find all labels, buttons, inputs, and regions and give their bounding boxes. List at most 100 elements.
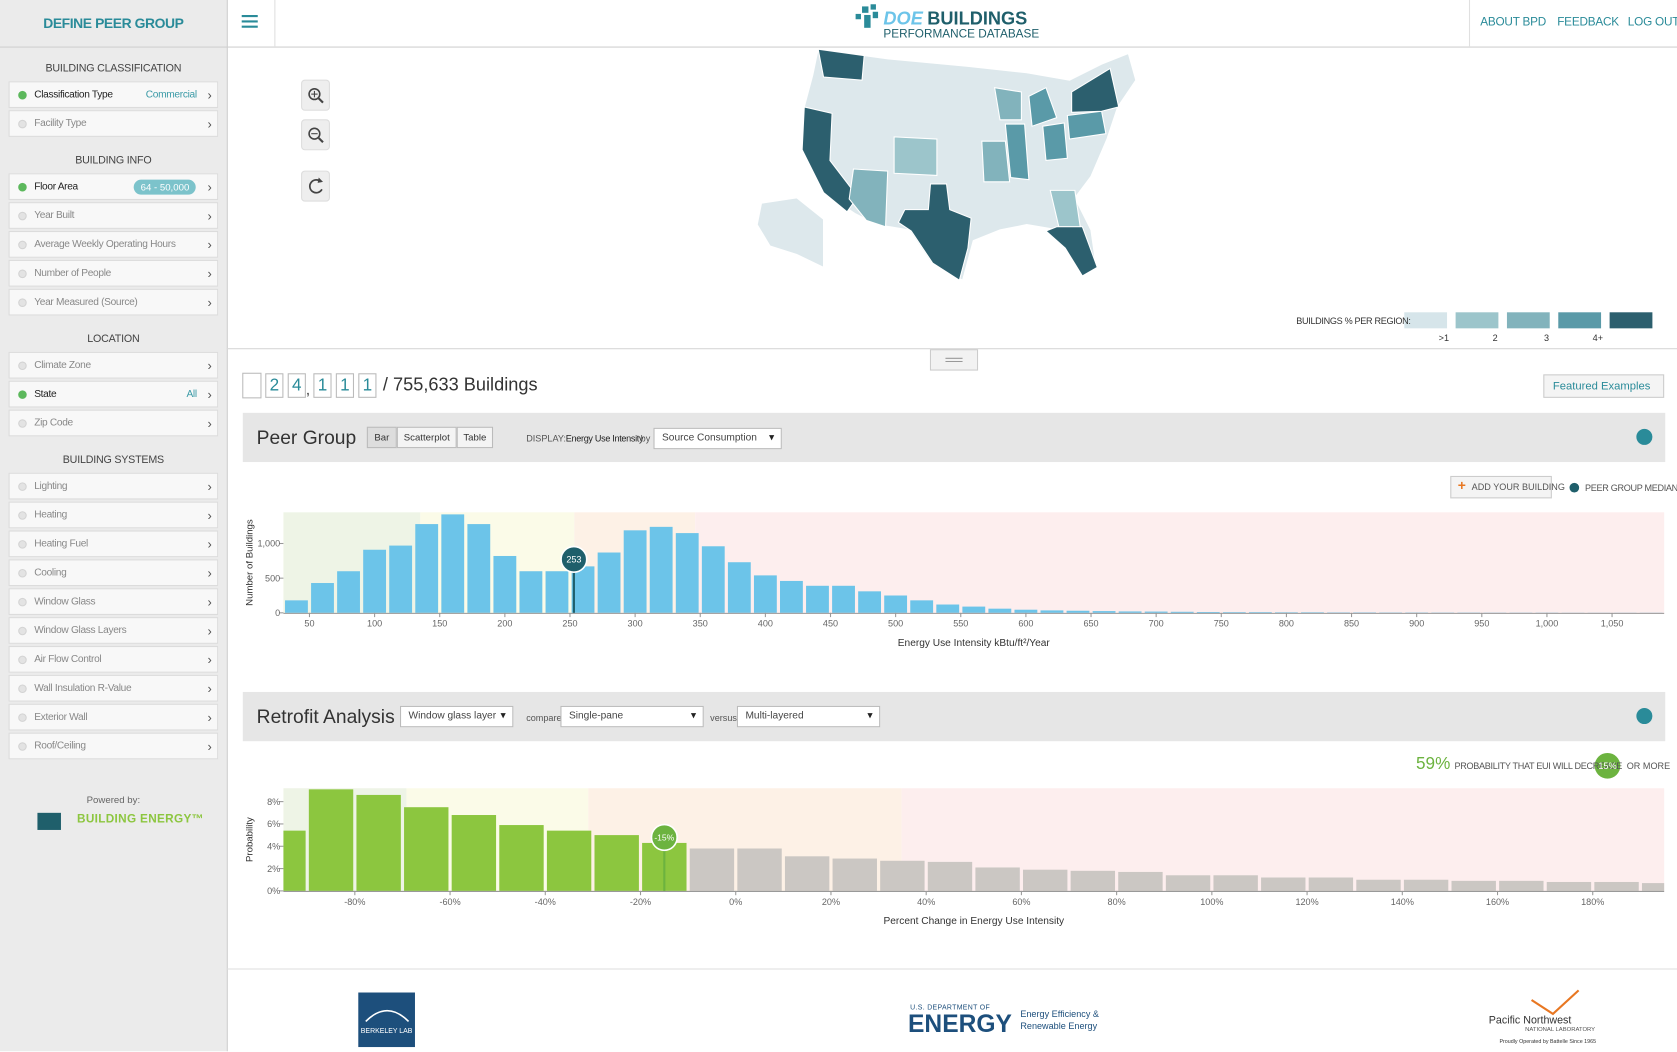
filter-item[interactable]: Floor Area 64 - 50,000 › [8,173,219,200]
berkeley-text: BERKELEY LAB [360,1027,413,1036]
state [993,87,1022,121]
filter-item[interactable]: Average Weekly Operating Hours › [8,231,219,258]
zoom-out[interactable] [301,119,330,151]
bar [363,549,387,613]
tab[interactable]: Scatterplot [396,426,457,449]
legend-label: 4+ [1593,333,1603,343]
menu-icon[interactable] [241,14,258,28]
bar [1546,881,1592,891]
filter-item[interactable]: Exterior Wall › [8,703,219,731]
y-tick-label: 1,000 [257,539,280,549]
x-tick-label: -40% [535,897,556,907]
state [1042,122,1068,162]
filter-item[interactable]: Heating Fuel › [8,530,219,558]
state [1028,86,1058,127]
chevron: › [207,208,212,224]
filter-label: Heating [34,509,68,521]
status-dot [18,511,27,520]
filter-item[interactable]: State All › [8,380,219,408]
filter-item[interactable]: Roof/Ceiling › [8,732,219,760]
bar [975,867,1020,891]
tab[interactable]: Table [456,426,494,449]
filter-item[interactable]: Lighting › [8,472,219,500]
or-more: OR MORE [1626,760,1671,772]
status-dot [18,655,27,665]
retrofit-select[interactable]: Window glass layer [399,705,514,728]
bar [1222,612,1246,613]
nav-link[interactable]: ABOUT BPD [1480,16,1547,29]
status-dot [18,240,27,250]
filter-label: Floor Area [34,180,78,193]
filter-item[interactable]: Window Glass › [8,588,219,615]
state [1004,123,1030,181]
compare-label: compare [526,712,562,723]
doe-small: U.S. DEPARTMENT OF [910,1004,991,1012]
add-building[interactable]: ADD YOUR BUILDING [1450,475,1565,499]
filter-label: State [34,388,57,400]
section-title: BUILDING INFO [75,155,152,167]
status-dot [18,361,27,371]
bar [1499,880,1544,891]
chevron: › [207,594,212,610]
median-dot [1569,482,1580,493]
bar [594,835,639,891]
status-dot [18,90,27,100]
bar [1092,611,1116,613]
filter-label: Cooling [34,566,67,579]
chevron: › [207,536,212,552]
bar [701,546,725,613]
filter-label: Facility Type [34,117,87,130]
x-tick-label: -80% [344,897,365,907]
counter-total: / 755,633 Buildings [382,374,538,395]
filter-item[interactable]: Number of People › [8,259,219,287]
reset[interactable] [301,170,330,202]
bar [832,858,877,891]
zoom-in[interactable] [301,79,330,111]
filter-item[interactable]: Wall Insulation R-Value › [8,674,219,702]
x-tick-label: 0% [729,897,742,907]
x-tick-label: 500 [888,619,903,629]
x-tick-label: 350 [693,619,708,629]
bar [308,789,354,891]
bar [927,861,973,891]
bar [1213,875,1258,891]
filter-item[interactable]: Air Flow Control › [8,645,219,673]
powered-by: Powered by: [86,794,141,806]
featured-button[interactable]: Featured Examples [1543,374,1665,398]
state [897,183,972,282]
filter-item[interactable]: Year Built › [8,202,219,229]
filter-item[interactable]: Zip Code › [8,409,219,437]
filter-item[interactable]: Climate Zone › [8,351,219,379]
chevron: › [207,295,212,311]
filter-label: Lighting [34,480,68,492]
bar [285,600,308,613]
nav-link[interactable]: LOG OUT [1627,16,1677,29]
status-dot [18,119,27,129]
chevron: › [207,237,212,253]
filter-label: Air Flow Control [34,653,102,666]
filter-item[interactable]: Window Glass Layers › [8,617,219,644]
filter-item[interactable]: Heating › [8,501,219,529]
filter-label: Roof/Ceiling [34,740,86,752]
resize-handle[interactable] [929,349,979,371]
bar [784,856,830,891]
nav-link[interactable]: FEEDBACK [1557,16,1619,29]
logo-mark [855,4,879,28]
bars [283,789,1665,891]
filter-label: Classification Type [34,88,113,101]
tab[interactable]: Bar [366,426,397,449]
filter-item[interactable]: Facility Type › [8,110,219,137]
x-tick-label: 450 [823,619,838,629]
x-tick-label: 300 [628,619,643,629]
retrofit-select[interactable]: Single-pane [560,705,704,728]
bar [753,575,777,613]
filter-item[interactable]: Classification Type Commercial › [8,81,219,109]
bar [675,533,699,613]
state [981,140,1011,183]
filter-item[interactable]: Year Measured (Source) › [8,288,219,316]
bar [806,585,829,613]
filter-item[interactable]: Cooling › [8,559,219,587]
bar [1070,870,1116,891]
display-select[interactable]: Source Consumption [653,427,782,450]
retrofit-select[interactable]: Multi-layered [736,705,881,728]
